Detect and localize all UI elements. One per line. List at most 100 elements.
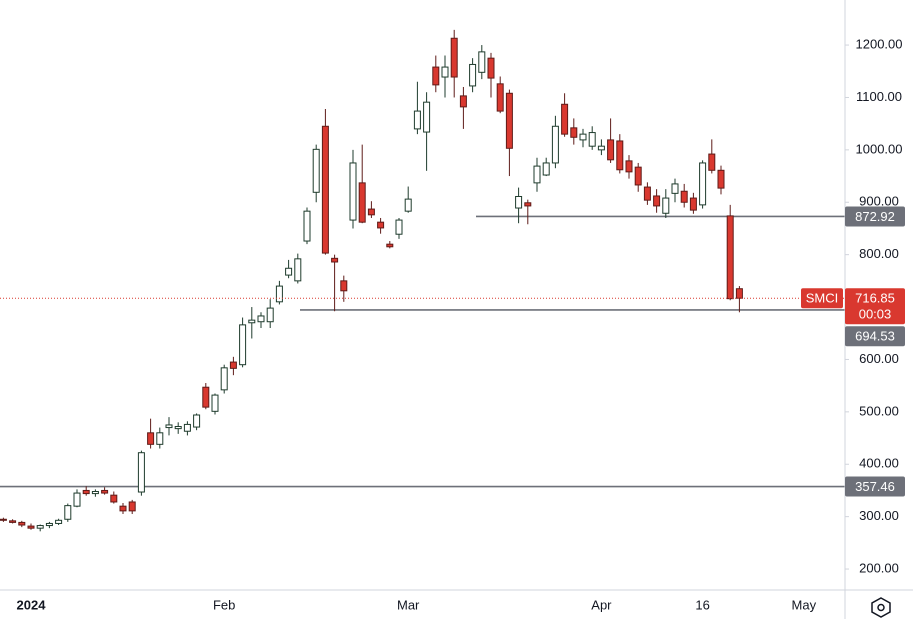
candle-body [202, 386, 210, 408]
candle-body [331, 257, 339, 263]
candle-body [358, 182, 366, 223]
settings-hexagon[interactable] [871, 597, 891, 618]
candle-body [294, 258, 302, 282]
candle-body [505, 92, 513, 149]
candle-body [699, 162, 707, 206]
candle-body [119, 505, 127, 512]
candle-body [266, 307, 274, 323]
candle-body [0, 518, 7, 521]
candle-body [285, 267, 293, 276]
candle-body [91, 490, 99, 495]
candle-body [423, 101, 431, 133]
level-label-box [845, 476, 905, 497]
candle-body [515, 195, 523, 209]
last-price-box [845, 288, 905, 325]
candle-body [717, 169, 725, 189]
candle-body [708, 153, 716, 171]
candle-body [395, 219, 403, 235]
symbol-box [801, 288, 843, 309]
candle-body [45, 522, 53, 527]
symbol-label: SMCI [806, 291, 839, 306]
candle-body [183, 423, 191, 432]
level-label: 694.53 [855, 329, 895, 344]
candle-body [680, 190, 688, 203]
candle-body [257, 315, 265, 323]
candle-body [478, 51, 486, 73]
candle-body [542, 162, 550, 176]
candle-body [662, 197, 670, 214]
candle-body [551, 125, 559, 164]
candle-body [321, 125, 329, 254]
candle-body [36, 525, 44, 529]
plot-area [0, 29, 845, 532]
candle-body [413, 110, 421, 130]
candle-body [367, 208, 375, 216]
settings-icon[interactable] [871, 597, 891, 618]
candle-body [275, 285, 283, 303]
candle-body [634, 166, 642, 186]
candle-body [156, 432, 164, 445]
candle-body [55, 519, 63, 524]
candle-body [349, 162, 357, 221]
candle-body [607, 139, 615, 161]
candle-body [82, 489, 90, 495]
countdown-label: 00:03 [859, 307, 892, 322]
y-tick-label: 300.00 [859, 508, 899, 523]
level-label: 872.92 [855, 209, 895, 224]
settings-center[interactable] [877, 603, 885, 612]
candle-body [229, 361, 237, 369]
y-tick-label: 1000.00 [856, 141, 903, 156]
level-label-box [845, 206, 905, 227]
candle-body [248, 319, 256, 324]
x-tick-label: Mar [397, 597, 420, 612]
y-tick-label: 400.00 [859, 456, 899, 471]
candle-body [671, 183, 679, 194]
candle-body [653, 195, 661, 207]
x-tick-label: Apr [591, 597, 612, 612]
candle-body [524, 202, 532, 207]
candle-body [735, 288, 743, 299]
candle-body [561, 103, 569, 135]
last-price-label: 716.85 [855, 291, 895, 306]
x-tick-label: 16 [695, 597, 709, 612]
candle-body [128, 501, 136, 512]
candle-body [211, 394, 219, 412]
level-label-box [845, 326, 905, 347]
y-tick-label: 1100.00 [856, 89, 902, 104]
candle-body [18, 521, 26, 526]
y-tick-label: 600.00 [859, 351, 899, 366]
candle-body [579, 133, 587, 141]
candle-body [137, 452, 145, 493]
candle-body [469, 63, 477, 87]
candle-body [726, 215, 734, 300]
candle-body [459, 95, 467, 108]
y-tick-label: 800.00 [859, 246, 899, 261]
candle-body [73, 492, 81, 507]
candle-body [377, 221, 385, 229]
candle-body [193, 414, 201, 428]
candle-body [386, 243, 394, 248]
candle-body [496, 83, 504, 112]
candle-body [147, 432, 155, 445]
candle-body [588, 132, 596, 147]
candle-body [450, 37, 458, 78]
x-tick-label: Feb [213, 597, 235, 612]
candle-body [110, 494, 118, 503]
candle-body [9, 520, 17, 523]
y-tick-label: 900.00 [859, 194, 899, 209]
candle-body [239, 324, 247, 366]
candle-body [303, 210, 311, 242]
candle-body [616, 140, 624, 171]
y-tick-label: 1200.00 [856, 36, 903, 51]
x-tick-label: May [792, 597, 817, 612]
candle-body [64, 505, 72, 520]
candle-body [174, 426, 182, 430]
candle-body [643, 186, 651, 201]
candle-body [404, 198, 412, 212]
candle-body [312, 148, 320, 193]
candle-body [487, 57, 495, 79]
y-tick-label: 500.00 [859, 403, 899, 418]
candle-body [101, 489, 109, 494]
candle-body [165, 424, 173, 429]
